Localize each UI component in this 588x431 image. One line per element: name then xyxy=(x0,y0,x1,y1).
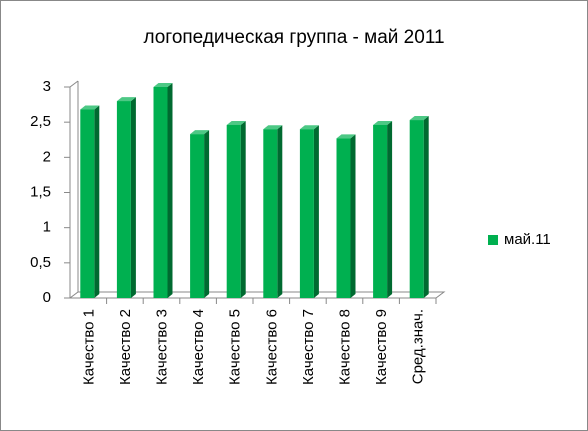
bar-top xyxy=(263,125,283,130)
bar-side xyxy=(387,120,393,298)
x-tick-label: Качество 3 xyxy=(153,309,170,385)
bar-side xyxy=(94,105,100,298)
bar-side xyxy=(350,134,356,298)
bar-side xyxy=(313,125,319,298)
bar-side xyxy=(423,116,429,298)
bar-top xyxy=(373,120,393,125)
x-tick-label: Сред.знач. xyxy=(410,309,427,384)
y-tick-label: 3 xyxy=(43,78,51,95)
bar xyxy=(299,129,314,298)
y-tick-label: 2,5 xyxy=(30,113,51,130)
bar xyxy=(190,134,205,298)
bar-top xyxy=(409,116,429,121)
bar xyxy=(116,101,131,298)
x-tick-label: Качество 9 xyxy=(373,309,390,385)
chart-title: логопедическая группа - май 2011 xyxy=(143,27,444,48)
y-tick-label: 2 xyxy=(43,148,51,165)
bar xyxy=(409,120,424,298)
bar xyxy=(153,87,168,298)
bar-top xyxy=(153,83,173,87)
y-tick-label: 0 xyxy=(43,289,51,306)
x-tick-label: Качество 5 xyxy=(227,309,244,385)
floor xyxy=(68,291,446,299)
x-tick-label: Качество 7 xyxy=(300,309,317,385)
y-tick-label: 1 xyxy=(43,219,51,236)
bar xyxy=(373,124,388,298)
y-tick-label: 1,5 xyxy=(30,183,51,200)
bar-top xyxy=(226,120,246,125)
bar-top xyxy=(299,125,319,130)
bar-top xyxy=(336,134,356,139)
bar-side xyxy=(240,120,246,298)
y-tick-label: 0,5 xyxy=(30,254,51,271)
x-tick-label: Качество 6 xyxy=(263,309,280,385)
legend-swatch xyxy=(488,235,498,245)
x-tick-label: Качество 8 xyxy=(336,309,353,385)
bar-side xyxy=(204,130,210,298)
bar-top xyxy=(190,130,210,135)
x-tick-label: Качество 2 xyxy=(117,309,134,385)
bar-top xyxy=(116,97,136,102)
x-tick-label: Качество 1 xyxy=(80,309,97,385)
bar-top xyxy=(80,105,100,110)
legend-label: май.11 xyxy=(504,231,551,248)
bar xyxy=(336,138,351,298)
wall-top-edge xyxy=(69,80,79,88)
bar-side xyxy=(277,125,283,298)
bar xyxy=(80,109,95,298)
bar-side xyxy=(167,83,173,298)
bar-side xyxy=(130,97,136,298)
bar xyxy=(226,124,241,298)
bar xyxy=(263,129,278,298)
x-tick-label: Качество 4 xyxy=(190,309,207,385)
